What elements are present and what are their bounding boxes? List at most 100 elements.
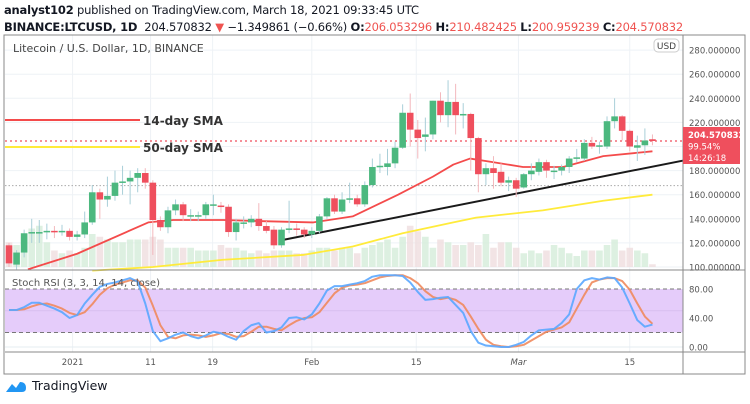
currency-label: USD xyxy=(657,42,676,52)
candle-body xyxy=(247,218,255,223)
candle-body xyxy=(573,157,581,159)
candle-body xyxy=(452,101,459,116)
candle-body xyxy=(187,215,194,217)
volume-bar xyxy=(232,247,240,267)
volume-bar xyxy=(406,225,414,267)
candle xyxy=(157,216,164,231)
volume-bar xyxy=(210,250,217,267)
candle-body xyxy=(346,198,353,200)
volume-bar xyxy=(558,247,565,267)
candle xyxy=(179,201,187,222)
rsi-tick-label: 40.00 xyxy=(689,315,713,325)
candle-body xyxy=(459,113,467,116)
candle-body xyxy=(225,206,232,233)
candle-body xyxy=(603,121,611,147)
candle xyxy=(194,211,202,222)
open-value: 206.053296 xyxy=(364,20,433,34)
candle-body xyxy=(111,182,119,196)
candle xyxy=(210,194,217,216)
candle xyxy=(300,227,308,239)
volume-bar xyxy=(634,250,641,267)
volume-bar xyxy=(51,250,58,267)
date-tick-label: 2021 xyxy=(62,358,84,368)
candle xyxy=(323,197,331,219)
candle-body xyxy=(512,180,520,189)
volume-bar xyxy=(43,242,51,267)
volume-bar xyxy=(346,247,353,267)
candle-body xyxy=(270,229,278,246)
price-tag: 204.570832 99.54% 14:26:18 xyxy=(683,127,745,164)
volume-bar xyxy=(573,256,581,267)
candle xyxy=(406,93,414,147)
volume-bar xyxy=(429,247,437,267)
candle xyxy=(444,80,452,128)
volume-bar xyxy=(126,239,134,267)
candle xyxy=(634,135,641,161)
candle-body xyxy=(505,180,512,183)
candle-body xyxy=(558,166,565,171)
candle xyxy=(437,92,444,123)
candle xyxy=(240,216,247,229)
candle-body xyxy=(323,198,331,217)
volume-bar xyxy=(505,242,512,267)
candle xyxy=(429,100,437,140)
date-tick-label: 11 xyxy=(145,358,156,368)
candle xyxy=(96,188,104,219)
support-trendline xyxy=(279,157,694,242)
volume-bar xyxy=(194,250,202,267)
candle-body xyxy=(104,195,111,200)
volume-bar xyxy=(391,247,399,267)
candle xyxy=(512,177,520,198)
candle xyxy=(505,176,512,192)
candle xyxy=(459,103,467,129)
candle-body xyxy=(255,218,263,227)
volume-bar xyxy=(588,250,596,267)
volume-bar xyxy=(157,239,164,267)
price-tick-label: 180.000000 xyxy=(689,167,740,177)
volume-bar xyxy=(293,253,300,267)
candle-body xyxy=(543,162,550,171)
volume-bar xyxy=(611,239,618,267)
candle xyxy=(119,165,126,195)
candle-body xyxy=(5,245,13,264)
volume-bar xyxy=(475,245,482,267)
author-link[interactable]: analyst102 xyxy=(4,3,74,17)
axes: 280.000000 260.000000 240.000000 220.000000… xyxy=(3,34,746,375)
volume-bar xyxy=(316,247,323,267)
volume-bar xyxy=(497,242,505,267)
legend-14-label: 14-day SMA xyxy=(143,114,224,128)
open-label: O: xyxy=(350,20,365,34)
currency-badge[interactable] xyxy=(653,38,680,53)
volume-bar xyxy=(565,253,573,267)
candle xyxy=(232,218,240,241)
candle xyxy=(217,201,225,213)
candle-body xyxy=(179,204,187,216)
candle xyxy=(270,226,278,249)
candle xyxy=(384,148,391,176)
candle xyxy=(308,227,316,239)
candle xyxy=(361,181,369,207)
stoch-rsi-pane xyxy=(5,274,683,348)
candle-body xyxy=(618,116,626,131)
candle xyxy=(278,227,285,248)
candle-body xyxy=(88,192,96,223)
tradingview-logo[interactable]: TradingView xyxy=(4,378,108,393)
last-price: 204.570832 xyxy=(144,20,212,34)
volume-bar xyxy=(270,250,278,267)
candle xyxy=(187,209,194,222)
candle xyxy=(316,213,323,234)
price-tick-label: 100.000000 xyxy=(689,264,740,274)
candle-body xyxy=(353,198,361,205)
volume-bar xyxy=(437,239,444,267)
volume-bar xyxy=(353,253,361,267)
candle xyxy=(247,215,255,228)
candle-body xyxy=(210,204,217,206)
candle xyxy=(550,165,558,180)
candle-body xyxy=(28,232,36,234)
candle xyxy=(111,170,119,201)
candle xyxy=(293,223,300,236)
candle-body xyxy=(20,233,28,253)
candle-body xyxy=(376,165,384,168)
volume-bar xyxy=(422,236,429,267)
